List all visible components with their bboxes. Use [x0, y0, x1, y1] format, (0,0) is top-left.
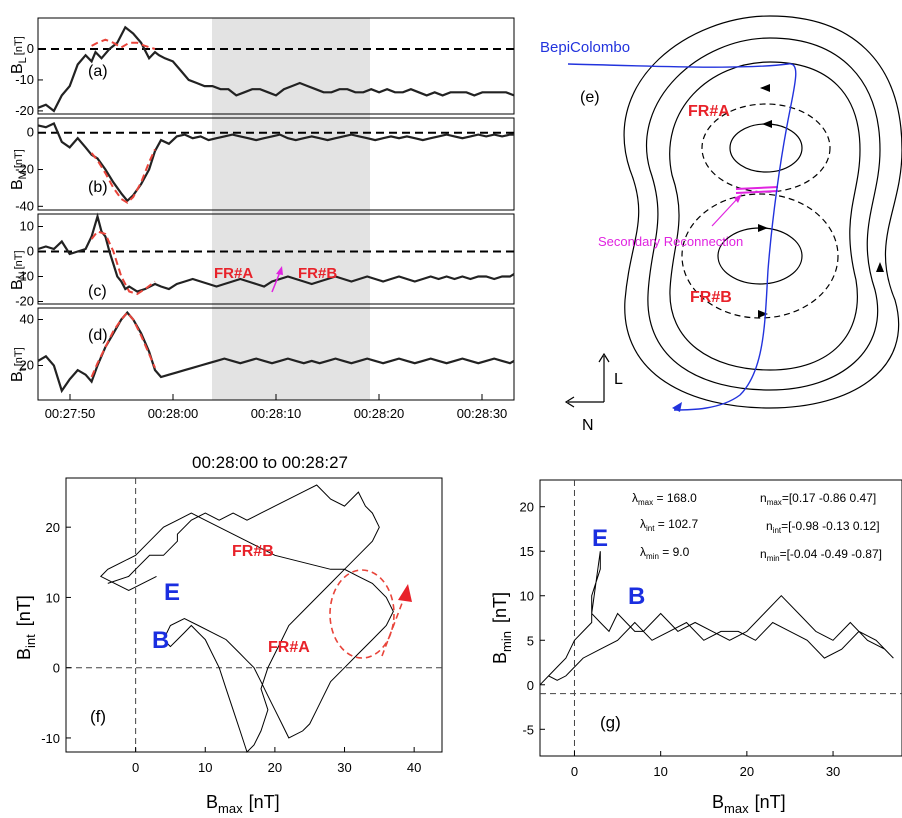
series-0-model	[92, 40, 155, 49]
hodogram-f-title: 00:28:00 to 00:28:27	[192, 453, 348, 472]
reconnection-arrow	[712, 198, 738, 226]
hodogram-f-ytick-label: 10	[46, 590, 60, 605]
hodogram-g-ytick-label: 20	[520, 500, 534, 515]
svg-text:Bmin[nT]: Bmin[nT]	[490, 592, 514, 664]
hodogram-f-trace	[101, 485, 394, 752]
panel-d-label: (d)	[88, 327, 108, 344]
hodogram-g-panel: (g)	[600, 713, 621, 732]
svg-text:Bint[nT]: Bint[nT]	[14, 595, 38, 660]
ytick-label-0: 0	[27, 41, 34, 56]
schematic-e: (e) BepiColombo FR#A FR#B Secondary Reco…	[540, 16, 902, 434]
panel-a-label: (a)	[88, 63, 108, 80]
svg-text:nmax=[0.17 -0.86 0.47]: nmax=[0.17 -0.86 0.47]	[760, 491, 876, 507]
axis-l-label: L	[614, 371, 623, 388]
svg-text:λint = 102.7: λint = 102.7	[640, 517, 698, 533]
hodogram-f-fra: FR#A	[268, 639, 310, 656]
hodogram-f-frame	[66, 478, 442, 752]
panel-e-label: (e)	[580, 89, 600, 106]
svg-text:nmin=[-0.04 -0.49 -0.87]: nmin=[-0.04 -0.49 -0.87]	[760, 547, 882, 563]
hodogram-f-frb: FR#B	[232, 543, 274, 560]
panel-c-label: (c)	[88, 283, 107, 300]
hodogram-g: 0 10 20 30 20 15 10 5 0 -5 λmax = 168.0 λint = 10…	[490, 480, 902, 816]
hodogram-f-xlabel: Bmax [nT]	[206, 792, 280, 816]
frb-arrow-2	[758, 310, 768, 318]
ytick-label-2: -20	[15, 294, 34, 309]
ytick-label-2: 10	[20, 219, 34, 234]
fr-a-label: FR#A	[688, 103, 730, 120]
ytick-label-0: -20	[15, 103, 34, 118]
hodogram-f-xtick-label: 10	[198, 760, 212, 775]
hodogram-g-ytick-label: -5	[522, 722, 534, 737]
xtick-time-label: 00:28:20	[354, 406, 405, 421]
hodogram-f-ytick-label: -10	[41, 731, 60, 746]
shaded-interval	[212, 18, 370, 400]
ytick-label-1: 0	[27, 125, 34, 140]
hodogram-f-content: 0 10 20 30 40 20 10 0 -10	[41, 478, 442, 775]
svg-text:λmax = 168.0: λmax = 168.0	[632, 491, 697, 507]
xtick-time-label: 00:27:50	[45, 406, 96, 421]
svg-text:nint=[-0.98 -0.13 0.12]: nint=[-0.98 -0.13 0.12]	[766, 519, 880, 535]
svg-text:Bmax[nT]: Bmax [nT]	[712, 792, 786, 816]
hodogram-f-ytick-label: 20	[46, 520, 60, 535]
fra-red-arrowhead	[398, 584, 412, 602]
frb-arrow-1	[758, 224, 768, 232]
spacecraft-label: BepiColombo	[540, 39, 630, 56]
hodogram-g-xtick-label: 0	[571, 764, 578, 779]
series-3-model	[92, 313, 155, 377]
fra-arrow-1	[760, 84, 770, 92]
ytick-label-3: 40	[20, 312, 34, 327]
fra-dashed-loop	[330, 570, 394, 658]
reconnection-line-2	[736, 191, 778, 193]
panel-b-label: (b)	[88, 179, 108, 196]
eigen-text: λmax = 168.0 λint = 102.7 λmin = 9.0 nma…	[632, 491, 882, 563]
svg-text:λmin = 9.0: λmin = 9.0	[640, 545, 690, 561]
reconnection-line-1	[736, 187, 778, 189]
fr-b-label: FR#B	[690, 289, 732, 306]
hodogram-g-ylabel: Bmin[nT]	[490, 592, 514, 664]
axis-n-label: N	[582, 417, 594, 434]
hodogram-g-xlabel: Bmax [nT]	[712, 792, 786, 816]
hodogram-f-b: B	[152, 627, 169, 654]
hodogram-g-xtick-label: 10	[653, 764, 667, 779]
hodogram-f-panel: (f)	[90, 707, 106, 726]
xtick-time-label: 00:28:30	[457, 406, 508, 421]
ytick-label-2: 0	[27, 244, 34, 259]
hodogram-g-ytick-label: 5	[527, 633, 534, 648]
panel-c-fra-label: FR#A	[214, 265, 253, 282]
xtick-time-label: 00:28:00	[148, 406, 199, 421]
outer-arrow	[876, 262, 884, 272]
timeseries-group: 0 -10 -20 0 -20 -40 10 0 -10 -20 40 20 00:27:50 00:28…	[9, 18, 514, 421]
ytick-label-1: -40	[15, 198, 34, 213]
hodogram-f-xtick-label: 40	[407, 760, 421, 775]
xtick-time-label: 00:28:10	[251, 406, 302, 421]
hodogram-f-xtick-label: 0	[132, 760, 139, 775]
hodogram-g-ytick-label: 10	[520, 589, 534, 604]
hodogram-f-xtick-label: 20	[268, 760, 282, 775]
hodogram-f-xtick-label: 30	[337, 760, 351, 775]
hodogram-f-e: E	[164, 579, 180, 606]
hodogram-f-ylabel: Bint[nT]	[14, 595, 38, 660]
fr-a-core	[730, 124, 802, 172]
reconnection-label: Secondary Reconnection	[598, 234, 743, 249]
svg-text:Bmax[nT]: Bmax [nT]	[206, 792, 280, 816]
fra-arrow-2	[762, 120, 772, 128]
hodogram-g-e: E	[592, 525, 608, 552]
outer-contour-1	[624, 16, 902, 408]
hodogram-f: 00:28:00 to 00:28:27 0 10 20 30 40 20 10 0 -10 F…	[14, 453, 442, 816]
hodogram-g-ytick-label: 0	[527, 678, 534, 693]
hodogram-g-ytick-label: 15	[520, 544, 534, 559]
hodogram-g-xtick-label: 30	[826, 764, 840, 779]
hodogram-g-trace	[540, 551, 893, 685]
hodogram-g-xtick-label: 20	[740, 764, 754, 779]
panel-c-frb-label: FR#B	[298, 265, 337, 282]
hodogram-g-b: B	[628, 583, 645, 610]
hodogram-f-ytick-label: 0	[53, 661, 60, 676]
